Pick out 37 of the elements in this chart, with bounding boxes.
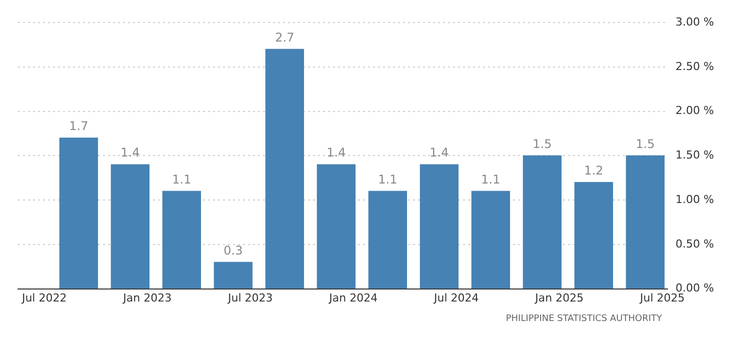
y-tick-label: 2.50 % [676,60,714,73]
bar [265,48,304,289]
x-tick-label: Jul 2024 [433,291,479,304]
bar [574,182,614,289]
bar [316,164,356,289]
bar [522,155,562,289]
bar [59,138,98,289]
bar [471,190,510,289]
y-tick-label: 1.00 % [676,192,714,206]
x-tick-label: Jan 2024 [328,291,378,304]
bar [162,190,202,289]
data-label: 1.5 [636,136,655,151]
data-label: 1.1 [378,172,398,186]
y-tick-label: 3.00 % [676,15,714,28]
x-tick-label: Jul 2023 [226,291,273,304]
bar [214,262,253,289]
data-label: 2.7 [275,30,294,44]
data-label: 1.4 [326,146,346,160]
bar [368,190,408,289]
data-label: 0.3 [224,243,243,258]
bar [420,164,459,289]
data-label: 1.1 [172,172,192,186]
text: PHILIPPINE STATISTICS AUTHORITY [504,314,663,324]
x-tick-label: Jan 2025 [534,291,584,304]
bar [626,155,665,289]
data-label: 1.4 [430,146,449,160]
data-label: 1.2 [584,163,604,178]
y-tick-label: 0.50 % [676,237,714,250]
bar [110,164,150,289]
y-tick-label: 2.00 % [676,104,714,118]
y-tick-label: 1.50 % [676,148,714,162]
x-tick-label: Jan 2023 [122,291,172,304]
data-label: 1.5 [532,136,552,151]
data-label: 1.4 [120,146,140,160]
x-tick-label: Jul 2022 [20,291,67,304]
data-label: 1.1 [481,172,500,186]
data-label: 1.7 [69,119,88,134]
